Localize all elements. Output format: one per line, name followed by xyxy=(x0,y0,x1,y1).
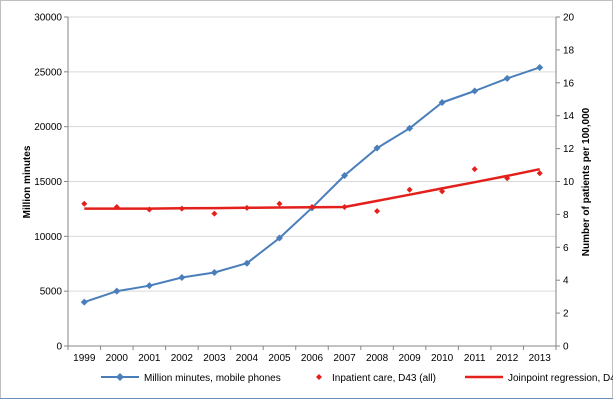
x-tick-label: 2002 xyxy=(171,353,194,364)
x-tick-label: 2001 xyxy=(138,353,161,364)
x-tick-label: 2009 xyxy=(398,353,421,364)
x-tick-label: 2011 xyxy=(464,353,486,364)
series xyxy=(80,63,544,306)
data-point-series-1 xyxy=(374,208,381,215)
legend-marker-inpatient-care xyxy=(316,374,322,380)
data-point-series-0 xyxy=(341,171,349,179)
y-right-tick-label: 18 xyxy=(563,45,575,56)
bottom-divider xyxy=(0,398,613,399)
y-right-tick-label: 2 xyxy=(563,309,569,320)
y-right-tick-label: 16 xyxy=(563,78,575,89)
data-point-series-0 xyxy=(438,99,446,107)
y-left-tick-label: 30000 xyxy=(34,13,62,24)
legend-marker-mobile-phones xyxy=(116,373,124,381)
data-point-series-0 xyxy=(471,87,479,95)
data-point-series-1 xyxy=(471,166,478,173)
data-point-series-1 xyxy=(211,210,218,217)
data-point-series-1 xyxy=(406,186,413,193)
data-point-series-0 xyxy=(373,144,381,152)
x-tick-label: 1999 xyxy=(73,353,96,364)
data-point-series-0 xyxy=(406,124,414,132)
axes xyxy=(64,16,560,350)
data-point-series-0 xyxy=(113,287,121,295)
y-left-tick-label: 0 xyxy=(56,342,62,353)
y-right-tick-label: 6 xyxy=(563,243,569,254)
x-tick-label: 2005 xyxy=(268,353,291,364)
legend-label-inpatient-care: Inpatient care, D43 (all) xyxy=(332,373,436,384)
x-tick-label: 2006 xyxy=(301,353,324,364)
data-point-series-1 xyxy=(276,200,283,207)
data-point-series-0 xyxy=(503,74,511,82)
x-tick-label: 2010 xyxy=(431,353,454,364)
y-axis-right-title: Number of patients per 100,000 xyxy=(581,107,592,256)
y-right-tick-label: 0 xyxy=(563,342,569,353)
y-left-tick-label: 15000 xyxy=(34,177,62,188)
x-tick-label: 2008 xyxy=(366,353,389,364)
grid-lines xyxy=(68,16,556,292)
series-line-2 xyxy=(84,167,540,210)
data-point-series-0 xyxy=(275,234,283,242)
y-right-tick-label: 8 xyxy=(563,210,569,221)
series-line-0 xyxy=(83,66,541,304)
data-point-series-1 xyxy=(536,170,543,177)
y-right-tick-label: 4 xyxy=(563,276,569,287)
y-right-tick-label: 14 xyxy=(563,111,575,122)
y-left-tick-label: 5000 xyxy=(40,287,63,298)
data-point-series-0 xyxy=(80,298,88,306)
x-tick-label: 2003 xyxy=(203,353,226,364)
y-left-tick-label: 10000 xyxy=(34,232,62,243)
legend-label-joinpoint: Joinpoint regression, D43 xyxy=(508,373,613,384)
y-left-tick-label: 20000 xyxy=(34,122,62,133)
y-right-tick-label: 20 xyxy=(563,13,575,24)
data-point-series-1 xyxy=(81,200,88,207)
data-point-series-0 xyxy=(210,269,218,277)
y-left-tick-label: 25000 xyxy=(34,67,62,78)
legend-label-mobile-phones: Million minutes, mobile phones xyxy=(144,373,281,384)
data-point-series-0 xyxy=(145,282,153,290)
x-tick-label: 2007 xyxy=(333,353,356,364)
legend: Million minutes, mobile phones Inpatient… xyxy=(101,373,613,384)
x-tick-label: 2013 xyxy=(529,353,552,364)
data-point-series-0 xyxy=(178,273,186,281)
x-tick-label: 2012 xyxy=(496,353,519,364)
x-tick-label: 2000 xyxy=(106,353,129,364)
data-point-series-0 xyxy=(243,259,251,267)
tick-labels: 0 5000 10000 15000 20000 25000 30000 0 2 4 6 8 10 12 1… xyxy=(34,13,574,365)
y-right-tick-label: 10 xyxy=(563,177,575,188)
data-point-series-0 xyxy=(536,63,544,71)
x-tick-label: 2004 xyxy=(236,353,259,364)
y-axis-left-title: Million minutes xyxy=(22,145,33,218)
y-right-tick-label: 12 xyxy=(563,144,575,155)
